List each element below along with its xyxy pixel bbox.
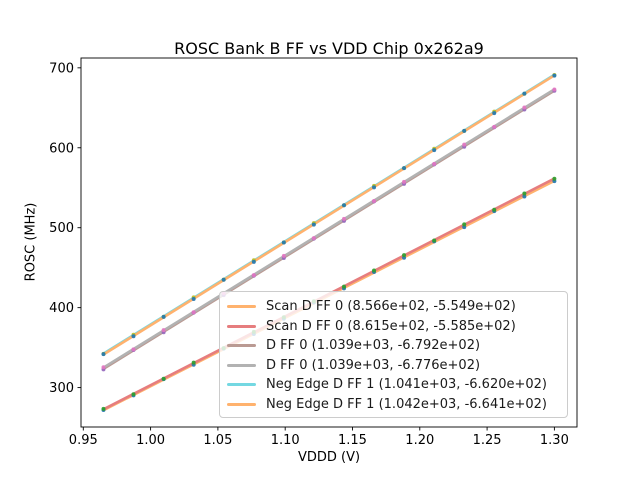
x-tick-label: 1.00 <box>136 433 165 448</box>
data-point <box>191 297 196 302</box>
y-tick-label: 700 <box>49 61 74 76</box>
legend-entry-label: Neg Edge D FF 1 (1.042e+03, -6.641e+02) <box>266 396 547 412</box>
axes-frame <box>80 57 578 428</box>
x-tick-label: 1.10 <box>271 433 300 448</box>
data-point <box>251 273 256 278</box>
legend-line-sample <box>227 363 256 367</box>
legend-entry: D FF 0 (1.039e+03, -6.776e+02) <box>220 356 567 376</box>
data-point <box>191 360 196 365</box>
data-point <box>101 352 106 357</box>
data-point <box>462 142 467 147</box>
x-tick-label: 0.95 <box>69 433 98 448</box>
data-point <box>372 199 377 204</box>
x-tick-label: 1.05 <box>203 433 232 448</box>
legend-entry: D FF 0 (1.039e+03, -6.792e+02) <box>220 336 567 356</box>
data-point <box>522 105 527 110</box>
data-point <box>522 194 527 199</box>
data-point <box>281 253 286 258</box>
x-axis-label: VDDD (V) <box>297 450 361 465</box>
data-point <box>432 238 437 243</box>
legend-entry: Neg Edge D FF 1 (1.041e+03, -6.620e+02) <box>220 375 567 395</box>
y-tick-label: 400 <box>49 301 74 316</box>
y-tick-label: 500 <box>49 221 74 236</box>
y-tick-label: 600 <box>49 141 74 156</box>
data-point <box>281 240 286 245</box>
legend-line-sample <box>227 383 256 387</box>
data-point <box>552 87 557 92</box>
x-tick-label: 1.15 <box>338 433 367 448</box>
data-point <box>552 73 557 78</box>
data-point <box>221 277 226 282</box>
data-point <box>552 176 557 181</box>
data-point <box>402 253 407 258</box>
data-point <box>372 185 377 190</box>
legend-entry-label: Scan D FF 0 (8.566e+02, -5.549e+02) <box>266 299 516 315</box>
legend-entry-label: D FF 0 (1.039e+03, -6.776e+02) <box>266 357 481 373</box>
legend-line-sample <box>227 402 256 406</box>
data-point <box>462 128 467 133</box>
data-point <box>101 365 106 370</box>
fit-line <box>102 88 556 369</box>
legend-entry: Scan D FF 0 (8.566e+02, -5.549e+02) <box>220 297 567 317</box>
data-point <box>342 284 347 289</box>
data-point <box>432 161 437 166</box>
x-tick-label: 1.20 <box>405 433 434 448</box>
data-point <box>522 191 527 196</box>
fit-line <box>102 74 556 356</box>
data-point <box>492 207 497 212</box>
data-point <box>131 392 136 397</box>
data-point <box>191 310 196 315</box>
data-point <box>462 222 467 227</box>
data-point <box>311 222 316 227</box>
legend-entry-label: D FF 0 (1.039e+03, -6.792e+02) <box>266 338 481 354</box>
chart-title: ROSC Bank B FF vs VDD Chip 0x262a9 <box>174 39 484 58</box>
data-point <box>432 148 437 153</box>
legend-line-sample <box>227 305 256 309</box>
data-point <box>131 347 136 352</box>
data-point <box>492 111 497 116</box>
y-axis-label: ROSC (MHz) <box>23 202 39 282</box>
data-point <box>522 91 527 96</box>
data-point <box>492 124 497 129</box>
data-point <box>402 179 407 184</box>
legend: Scan D FF 0 (8.566e+02, -5.549e+02) Scan … <box>219 291 568 418</box>
legend-entry-label: Neg Edge D FF 1 (1.041e+03, -6.620e+02) <box>266 377 547 393</box>
data-point <box>251 259 256 264</box>
data-point <box>161 376 166 381</box>
data-point <box>342 216 347 221</box>
legend-line-sample <box>227 344 256 348</box>
data-point <box>131 334 136 339</box>
data-point <box>342 203 347 208</box>
x-tick-label: 1.30 <box>540 433 569 448</box>
legend-entry: Scan D FF 0 (8.615e+02, -5.585e+02) <box>220 317 567 337</box>
legend-entry: Neg Edge D FF 1 (1.042e+03, -6.641e+02) <box>220 395 567 415</box>
data-point <box>311 236 316 241</box>
legend-entry-label: Scan D FF 0 (8.615e+02, -5.585e+02) <box>266 318 516 334</box>
data-point <box>372 268 377 273</box>
data-point <box>101 406 106 411</box>
y-tick-label: 300 <box>49 381 74 396</box>
x-tick-label: 1.25 <box>473 433 502 448</box>
legend-line-sample <box>227 324 256 328</box>
data-point <box>161 314 166 319</box>
data-point <box>161 328 166 333</box>
data-point <box>402 166 407 171</box>
